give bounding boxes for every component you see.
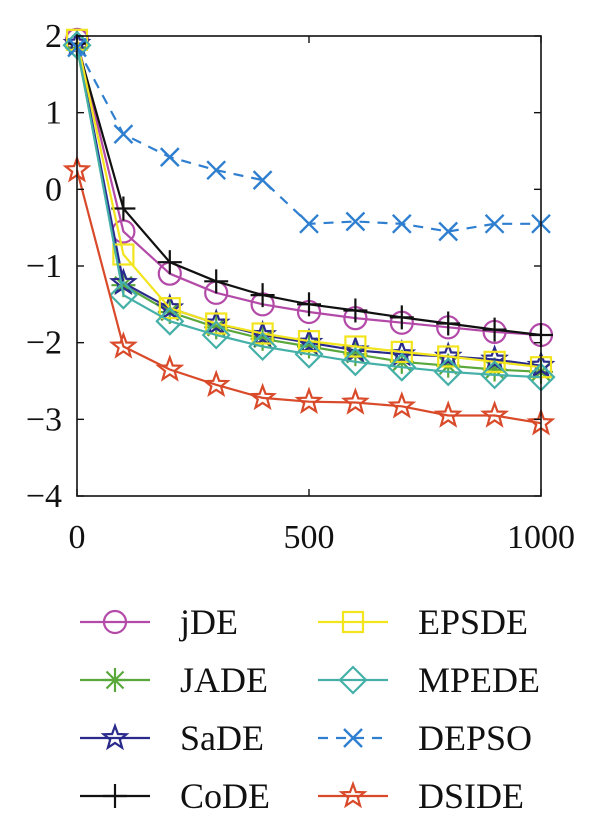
data-point-depso — [299, 213, 319, 234]
data-point-epsde — [390, 340, 413, 363]
series-line-sade — [75, 43, 542, 367]
data-point-epsde — [437, 345, 460, 368]
legend-item-sade: SaDE — [80, 718, 264, 758]
legend-label-jde: jDE — [178, 602, 238, 642]
legend-marker-epsde — [341, 610, 365, 634]
data-point-epsde — [344, 335, 367, 358]
data-point-sade — [433, 341, 463, 369]
data-point-sade — [109, 267, 138, 296]
legend-marker-mpede — [338, 665, 368, 695]
data-point-mpede — [108, 280, 138, 310]
series-line-depso — [76, 46, 541, 233]
data-point-dside — [480, 400, 510, 428]
data-point-depso — [484, 213, 505, 234]
data-point-mpede — [387, 352, 417, 382]
legend-marker-depso — [343, 728, 363, 748]
legend-label-jade: JADE — [180, 660, 268, 700]
data-point-epsde — [297, 330, 321, 353]
data-point-depso — [252, 170, 273, 190]
legend-label-dside: DSIDE — [418, 776, 524, 816]
data-point-mpede — [294, 339, 324, 369]
series-epsde — [65, 28, 553, 379]
legend-marker-jade — [103, 668, 127, 692]
plot-frame — [76, 35, 542, 497]
x-tick-label: 1000 — [507, 519, 575, 556]
x-tick-label: 500 — [284, 519, 335, 556]
series-line-jde — [75, 39, 542, 337]
y-tick-label: 2 — [45, 18, 62, 55]
data-point-epsde — [158, 297, 181, 320]
y-tick-label: −3 — [26, 401, 62, 438]
data-point-code — [389, 305, 414, 330]
data-point-mpede — [433, 357, 463, 387]
data-point-sade — [480, 344, 509, 372]
legend-marker-sade — [100, 722, 130, 751]
data-point-dside — [294, 386, 324, 414]
legend-item-jade: JADE — [80, 660, 268, 700]
data-point-dside — [341, 387, 370, 415]
data-point-mpede — [248, 331, 278, 362]
data-point-code — [204, 269, 229, 294]
data-point-code — [157, 250, 182, 275]
legend-label-mpede: MPEDE — [418, 660, 540, 700]
series-line-code — [75, 43, 542, 337]
legend-item-jde: jDE — [80, 602, 238, 642]
series-code — [65, 31, 553, 347]
data-point-dside — [108, 331, 138, 359]
y-tick-label: −4 — [26, 478, 62, 515]
data-point-code — [111, 196, 136, 221]
data-point-dside — [201, 369, 231, 398]
series-dside — [62, 155, 556, 436]
data-point-code — [436, 311, 461, 336]
data-point-dside — [387, 391, 417, 419]
legend-marker-dside — [338, 780, 368, 809]
data-point-mpede — [340, 347, 370, 377]
y-tick-label: −2 — [26, 325, 62, 362]
y-tick-label: 1 — [45, 95, 62, 132]
x-tick-label: 0 — [69, 519, 86, 556]
legend-marker-jde — [102, 609, 128, 635]
data-point-depso — [206, 160, 227, 181]
data-point-epsde — [251, 322, 274, 345]
series-depso — [67, 37, 551, 242]
plot-area — [62, 27, 556, 436]
data-point-dside — [248, 382, 277, 411]
data-point-depso — [438, 221, 459, 242]
axes: 210−1−2−3−40 500 1000 — [26, 18, 575, 556]
data-point-sade — [155, 293, 185, 321]
series-line-dside — [75, 169, 542, 425]
series-line-mpede — [75, 44, 542, 379]
legend-item-code: CoDE — [80, 776, 270, 816]
data-point-mpede — [201, 320, 231, 350]
data-point-epsde — [205, 312, 228, 335]
data-point-depso — [159, 147, 180, 167]
data-point-depso — [391, 213, 412, 234]
data-point-mpede — [155, 306, 185, 336]
data-point-epsde — [483, 350, 506, 373]
legend-item-epsde: EPSDE — [318, 602, 528, 642]
series-line-epsde — [75, 39, 542, 369]
legend-label-code: CoDE — [180, 776, 270, 816]
legend-marker-code — [103, 784, 127, 808]
legend-label-sade: SaDE — [180, 718, 264, 758]
data-point-mpede — [480, 360, 510, 390]
legend-item-depso: DEPSO — [318, 718, 532, 758]
data-point-code — [482, 317, 507, 342]
legend-label-epsde: EPSDE — [418, 602, 528, 642]
data-point-epsde — [112, 243, 135, 266]
data-point-depso — [345, 211, 366, 232]
data-point-dside — [433, 400, 463, 428]
legend-item-dside: DSIDE — [318, 776, 524, 816]
data-point-depso — [113, 124, 134, 144]
legend-label-depso: DEPSO — [418, 718, 532, 758]
legend-item-mpede: MPEDE — [318, 660, 540, 700]
data-point-code — [297, 292, 321, 317]
y-tick-label: 0 — [45, 171, 62, 208]
legend: jDE JADE SaDE CoDE EPSDE MPEDE DEPSO DSIDE — [80, 602, 540, 816]
data-point-code — [343, 298, 368, 323]
data-point-code — [250, 283, 275, 308]
data-point-dside — [155, 354, 185, 382]
y-tick-label: −1 — [26, 248, 62, 285]
